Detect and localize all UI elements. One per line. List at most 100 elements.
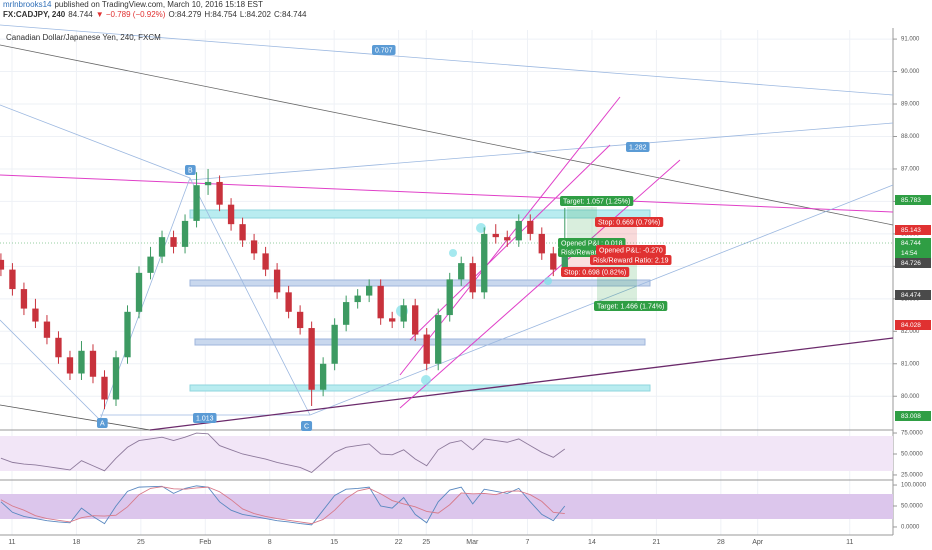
x-tick-label: 7: [526, 539, 530, 546]
annotation-text: Target: 1.057 (1.25%): [563, 198, 630, 205]
channel-line: [409, 144, 611, 341]
long-target-zone: [567, 207, 597, 243]
change: ▼ −0.789 (−0.92%): [95, 10, 166, 19]
annotation: B: [185, 165, 196, 175]
price-badge-label: 84.474: [901, 292, 921, 299]
annotation-box: [626, 142, 650, 152]
annotation: Target: 1.466 (1.74%): [594, 301, 668, 311]
candle-body: [481, 233, 488, 293]
candle-body: [400, 305, 407, 322]
x-tick-label: 11: [8, 539, 15, 546]
candle-body: [366, 285, 373, 296]
x-tick-label: Apr: [752, 539, 764, 546]
annotation-box: [560, 196, 634, 206]
channel-line: [399, 159, 681, 409]
publish-line: mrlnbrooks14 published on TradingView.com…: [3, 0, 309, 10]
candle-body: [9, 269, 16, 290]
y-tick-label: 82.000: [901, 329, 920, 335]
candle-body: [20, 289, 28, 309]
price-badge-label: 84.744: [901, 240, 921, 247]
annotation-text: 1.013: [196, 415, 214, 422]
last: 84.744: [68, 10, 93, 19]
annotation-box: [193, 413, 217, 423]
user: mrlnbrooks14: [3, 0, 52, 9]
zone: [189, 279, 651, 287]
annotation: 0.707: [372, 45, 396, 55]
y-tick-label: 25.0000: [901, 473, 923, 479]
annotation: C: [301, 421, 313, 431]
annotation-box: [595, 217, 664, 227]
candle-body: [55, 337, 62, 358]
candle-body: [227, 204, 235, 225]
fib-line: [309, 184, 894, 416]
annotation: Stop: 0.698 (0.82%): [561, 267, 630, 277]
ohlc: L:84.202: [239, 10, 271, 19]
y-tick-label: 91.000: [901, 37, 920, 43]
x-tick-label: 14: [588, 539, 596, 546]
annotation-box: [301, 421, 313, 431]
candle-body: [135, 272, 143, 312]
y-tick-label: 87.000: [901, 167, 920, 173]
point-marker: [421, 375, 431, 385]
candle-body: [0, 259, 5, 270]
annotation: Risk/Reward: [558, 247, 604, 257]
price-badge: [895, 238, 931, 248]
price-badge: [895, 258, 931, 268]
candle-body: [193, 185, 200, 221]
point-marker: [449, 249, 457, 257]
candle-body: [550, 253, 557, 270]
annotation: Target: 1.057 (1.25%): [560, 196, 634, 206]
candle-body: [66, 357, 74, 374]
drawings: [0, 24, 894, 431]
annotation-box: [558, 247, 604, 257]
annotation-text: Target: 1.466 (1.74%): [597, 303, 664, 310]
price-badge-label: 84.028: [901, 322, 921, 329]
candle-body: [296, 311, 304, 329]
annotation-text: A: [100, 420, 105, 427]
price-badge-label: 84.726: [901, 260, 921, 267]
annotation-box: [97, 418, 108, 428]
candle-body: [515, 220, 522, 241]
indicator-line: [0, 486, 565, 525]
candle-body: [469, 263, 476, 293]
rsi-band: [0, 436, 893, 471]
candle-body: [331, 324, 338, 364]
x-tick-label: Feb: [199, 539, 211, 546]
x-tick-label: 8: [268, 539, 272, 546]
candle-body: [319, 363, 327, 390]
candle-body: [492, 233, 499, 238]
candle-body: [412, 305, 419, 335]
annotation-text: 1.282: [629, 144, 647, 151]
annotation-text: Risk/Reward: [561, 249, 601, 256]
annotation-box: [372, 45, 396, 55]
fib-line: [0, 24, 894, 96]
trendline: [0, 404, 151, 431]
price-badge: [895, 248, 931, 258]
candle-body: [342, 302, 350, 325]
candle-body: [262, 253, 269, 270]
zone: [194, 338, 646, 346]
x-tick-label: 25: [137, 539, 145, 546]
annotation: 1.282: [626, 142, 650, 152]
candle-body: [78, 350, 85, 374]
point-marker: [544, 277, 552, 285]
x-tick-label: 18: [73, 539, 81, 546]
trendline: [0, 174, 894, 213]
candle-body: [538, 233, 545, 254]
y-tick-label: 88.000: [901, 134, 920, 140]
annotation-box: [596, 245, 666, 255]
candle-body: [446, 279, 453, 316]
ohlc: C:84.744: [274, 10, 307, 19]
price-badge-label: 83.008: [901, 413, 921, 420]
annotation-box: [185, 165, 196, 175]
annotation-text: Opened P&L: -0.270: [599, 247, 663, 254]
ohlc: H:84.754: [204, 10, 237, 19]
candle-body: [250, 240, 258, 254]
price-badge: [895, 411, 931, 421]
price-badge-label: 85.143: [901, 227, 921, 234]
y-tick-label: 80.000: [901, 394, 920, 400]
annotation: A: [97, 418, 108, 428]
candle-body: [158, 237, 166, 257]
candle-body: [527, 220, 534, 234]
